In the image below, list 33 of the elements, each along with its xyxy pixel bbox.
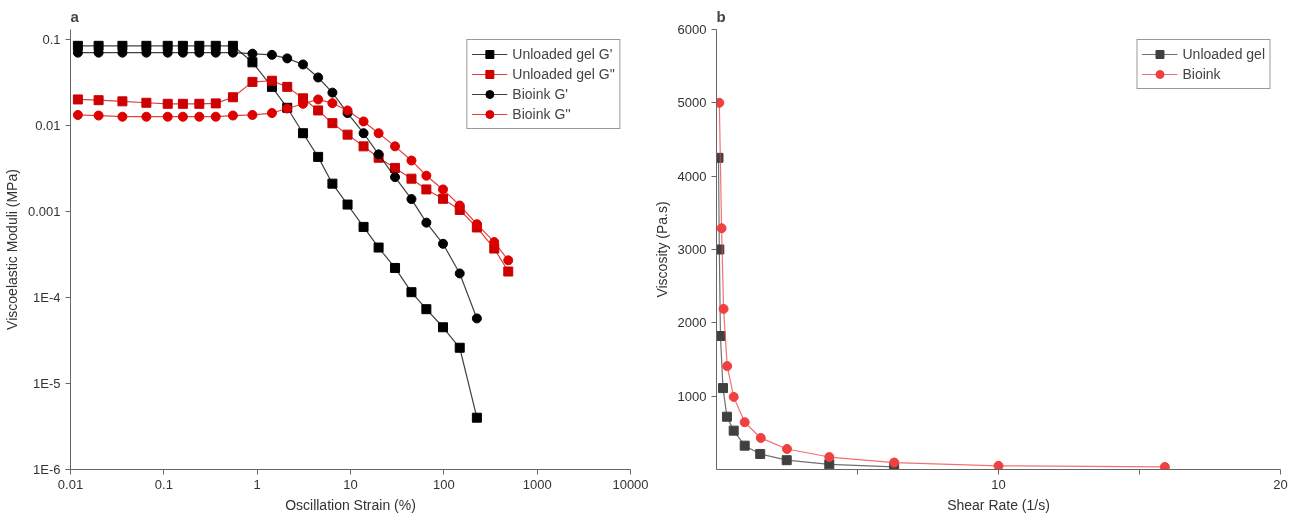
x-axis-title: Shear Rate (1/s) <box>947 496 1050 513</box>
x-tick-label: 1 <box>253 476 261 492</box>
x-tick-label: 0.01 <box>57 476 84 492</box>
legend-label: Unloaded gel G'' <box>512 66 615 82</box>
y-tick-label: 4000 <box>677 168 707 184</box>
y-axis-title: Viscosity (Pa.s) <box>653 201 670 298</box>
legend-label: Unloaded gel G' <box>512 46 613 62</box>
legend-label: Bioink G'' <box>512 106 571 122</box>
x-tick-label: 10000 <box>612 476 649 492</box>
y-tick-label: 0.1 <box>42 31 61 47</box>
y-tick-label: 1E-5 <box>33 375 61 391</box>
legend-label: Bioink G' <box>512 86 568 102</box>
legend-label: Unloaded gel <box>1182 46 1265 62</box>
x-tick-label: 0.1 <box>154 476 173 492</box>
y-tick-label: 1E-4 <box>33 289 61 305</box>
x-tick-label: 1000 <box>522 476 552 492</box>
y-tick-label: 1E-6 <box>33 462 61 477</box>
x-tick-label: 10 <box>991 476 1006 492</box>
y-tick-label: 6000 <box>677 22 707 37</box>
x-axis-title: Oscillation Strain (%) <box>285 496 416 513</box>
legend-label: Bioink <box>1182 66 1221 82</box>
x-tick-label: 100 <box>432 476 455 492</box>
chart-title: a <box>70 7 80 25</box>
x-tick-label: 10 <box>343 476 358 492</box>
y-tick-label: 2000 <box>677 315 707 331</box>
y-tick-label: 0.01 <box>35 117 61 133</box>
y-tick-label: 5000 <box>677 95 707 111</box>
y-tick-label: 1000 <box>677 388 707 404</box>
chart-title: b <box>716 7 726 25</box>
y-axis-title: Viscoelastic Moduli (MPa) <box>3 169 20 330</box>
y-tick-label: 0.001 <box>27 203 61 219</box>
y-tick-label: 3000 <box>677 242 707 257</box>
x-tick-label: 20 <box>1273 476 1288 492</box>
